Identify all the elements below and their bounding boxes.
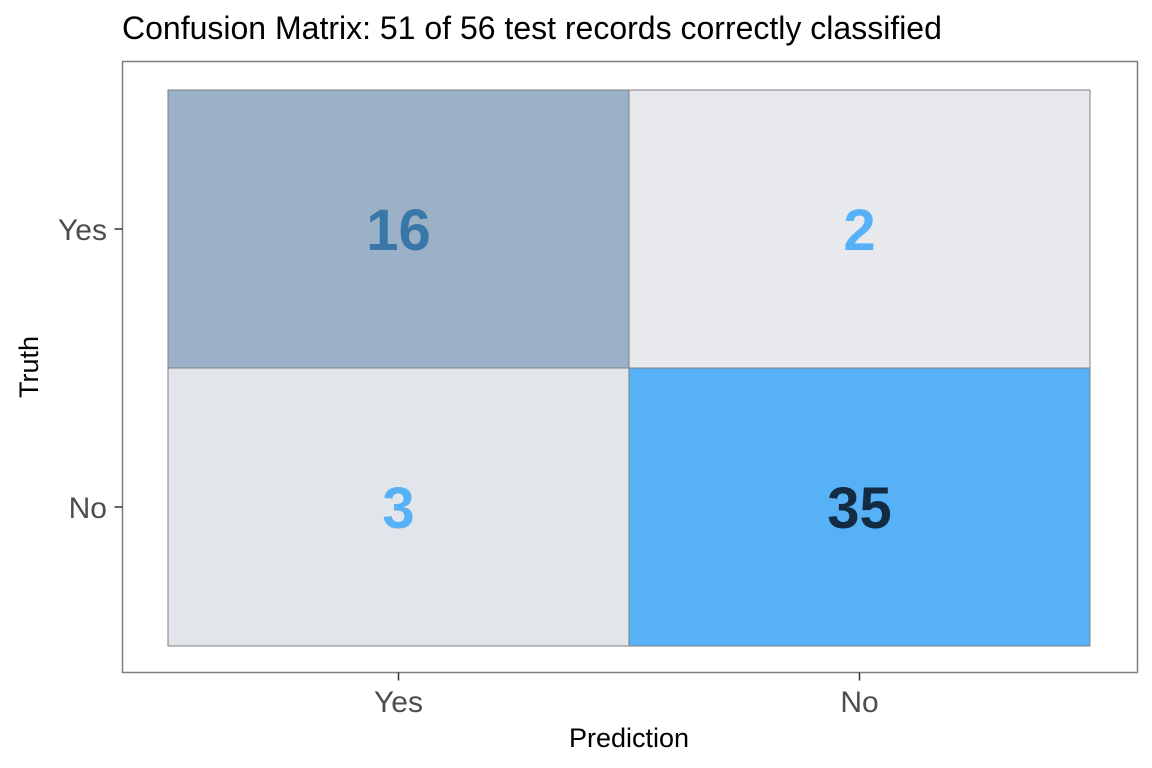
x-tick-label-yes: Yes <box>374 686 423 719</box>
heatmap-cell-truth-yes-yes <box>167 89 630 369</box>
heatmap-cell-truth-yes-no <box>628 89 1091 369</box>
y-tick-label-no: No <box>69 492 107 525</box>
heatmap-cells: 16 2 3 35 <box>167 89 1091 647</box>
cell-value-label-truth-no-no: 35 <box>827 476 892 541</box>
heatmap-cell-truth-no-yes <box>167 367 630 647</box>
heatmap-cell-truth-no-no <box>628 367 1091 647</box>
chart-title: Confusion Matrix: 51 of 56 test records … <box>122 10 942 46</box>
x-tick-label-no: No <box>840 686 878 719</box>
y-axis-title: Truth <box>14 336 44 398</box>
x-axis-title: Prediction <box>569 723 689 753</box>
y-tick-label-yes: Yes <box>58 214 107 247</box>
cell-value-label-truth-yes-yes: 16 <box>366 198 431 263</box>
cell-value-label-truth-no-yes: 3 <box>382 476 414 541</box>
cell-value-label-truth-yes-no: 2 <box>843 198 875 263</box>
axes: Yes No Yes No <box>58 214 879 719</box>
